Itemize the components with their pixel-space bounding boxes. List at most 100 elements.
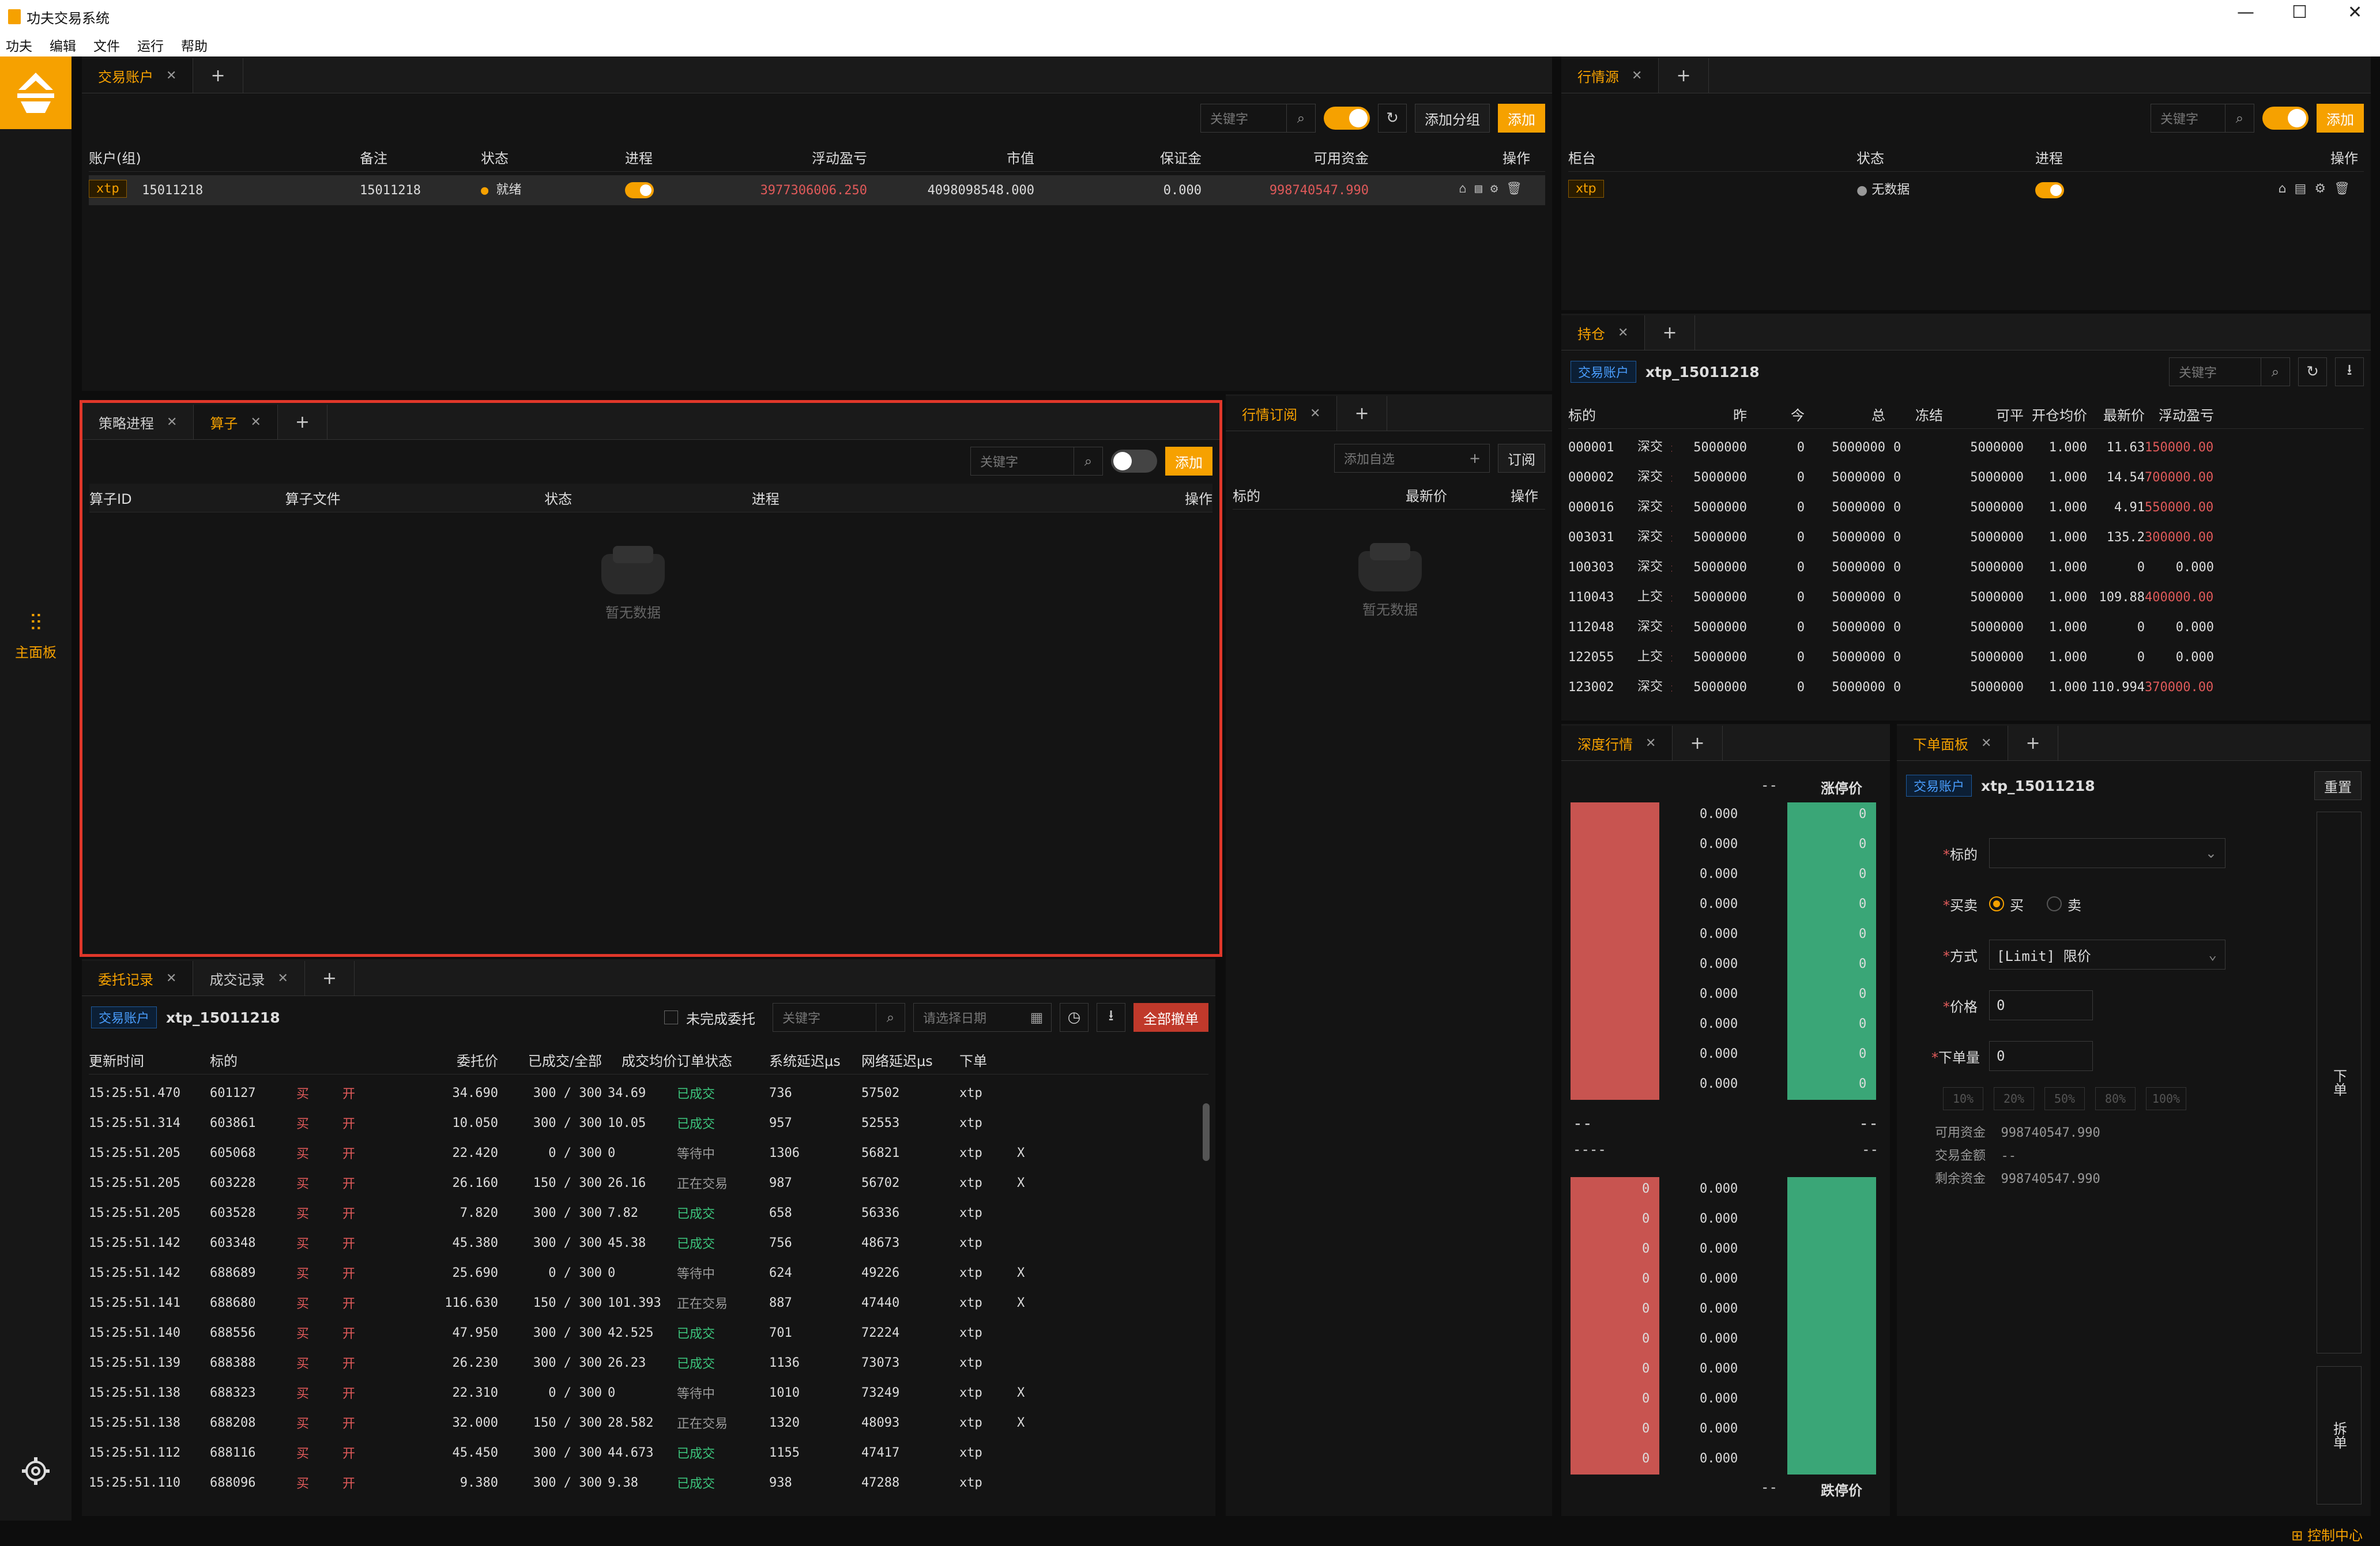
close-tab-icon[interactable]: ✕ — [166, 68, 177, 83]
tab-trades[interactable]: 成交记录 ✕ — [193, 961, 305, 996]
search-icon[interactable]: ⌕ — [1286, 104, 1315, 132]
cancel-order-icon[interactable]: X — [1017, 1415, 1025, 1430]
settings-icon[interactable]: ⚙ — [2314, 181, 2334, 196]
gear-icon[interactable] — [21, 1456, 51, 1486]
column-header[interactable]: 浮动盈亏 — [2159, 408, 2214, 424]
close-tab-icon[interactable]: ✕ — [1310, 406, 1321, 421]
tab-orders[interactable]: 委托记录 ✕ — [82, 961, 194, 996]
tab-md-subscription[interactable]: 行情订阅 ✕ — [1226, 396, 1338, 431]
percent-button[interactable]: 20% — [1994, 1087, 2034, 1110]
maximize-icon[interactable]: ☐ — [2292, 2, 2307, 22]
search-icon[interactable]: ⌕ — [2261, 358, 2289, 386]
percent-button[interactable]: 80% — [2095, 1087, 2136, 1110]
bank-icon[interactable]: ⌂ — [2278, 181, 2295, 196]
reset-button[interactable]: 重置 — [2314, 771, 2362, 800]
menu-run[interactable]: 运行 — [137, 39, 164, 54]
add-account-button[interactable]: 添加 — [1498, 104, 1545, 133]
search-icon[interactable]: ⌕ — [876, 1004, 905, 1031]
search-input[interactable]: 关键字 ⌕ — [970, 447, 1103, 476]
column-header[interactable]: 可平 — [1996, 408, 2024, 424]
table-row[interactable]: 15:25:51.140 688556 买开 47.950 300 / 300 42.52… — [89, 1325, 982, 1342]
search-input[interactable]: 关键字 ⌕ — [773, 1003, 905, 1032]
tab-md-source[interactable]: 行情源 ✕ — [1561, 58, 1659, 93]
place-order-button[interactable]: 下单 — [2317, 812, 2362, 1353]
scrollbar[interactable] — [1203, 1103, 1210, 1161]
cancel-order-icon[interactable]: X — [1017, 1385, 1025, 1400]
price-type-select[interactable]: [Limit] 限价 ⌄ — [1989, 940, 2225, 970]
refresh-icon[interactable]: ↻ — [2298, 357, 2327, 386]
column-header[interactable]: 已成交/全部 — [528, 1053, 602, 1069]
close-tab-icon[interactable]: ✕ — [1645, 736, 1656, 751]
close-tab-icon[interactable]: ✕ — [250, 414, 261, 429]
tab-positions[interactable]: 持仓 ✕ — [1561, 315, 1645, 350]
close-tab-icon[interactable]: ✕ — [277, 971, 288, 986]
table-row[interactable]: 15:25:51.142 603348 买开 45.380 300 / 300 45.38… — [89, 1235, 982, 1252]
sidebar-item-main-board[interactable]: ⫶⫶ 主面板 — [0, 610, 71, 661]
add-tab-button[interactable]: + — [305, 961, 355, 996]
column-header[interactable]: 更新时间 — [89, 1053, 144, 1069]
table-row[interactable]: 15:25:51.110 688096 买开 9.380 300 / 300 9.38 已成… — [89, 1475, 982, 1492]
table-row[interactable]: 15:25:51.138 688208 买开 32.000 150 / 300 28.58… — [89, 1408, 1208, 1438]
cancel-order-icon[interactable]: X — [1017, 1145, 1025, 1160]
download-icon[interactable]: ⭳ — [2335, 357, 2364, 386]
download-icon[interactable]: ⭳ — [1097, 1003, 1125, 1032]
trash-icon[interactable]: 🗑 — [1506, 181, 1530, 196]
menu-edit[interactable]: 编辑 — [50, 39, 76, 54]
column-header[interactable]: 委托价 — [457, 1053, 498, 1069]
toggle-all-switch[interactable] — [1111, 450, 1157, 473]
document-icon[interactable]: ▤ — [1474, 181, 1490, 196]
volume-input[interactable]: 0 — [1989, 1041, 2093, 1071]
add-group-button[interactable]: 添加分组 — [1415, 104, 1490, 133]
percent-button[interactable]: 100% — [2146, 1087, 2186, 1110]
control-center-link[interactable]: ⊞ 控制中心 — [2291, 1528, 2363, 1544]
table-row[interactable]: 15:25:51.470 601127 买开 34.690 300 / 300 34.69… — [89, 1085, 982, 1102]
price-input[interactable]: 0 — [1989, 990, 2093, 1020]
column-header[interactable]: 今 — [1791, 408, 1805, 424]
tab-strategy-process[interactable]: 策略进程 ✕ — [82, 405, 194, 439]
trash-icon[interactable]: 🗑 — [2334, 181, 2358, 196]
search-input[interactable]: 关键字 ⌕ — [2169, 357, 2290, 386]
table-row[interactable]: xtp 15011218 15011218 ● 就绪 3977306006.25… — [89, 175, 1545, 205]
unfinished-checkbox[interactable] — [664, 1010, 678, 1024]
column-header[interactable]: 标的 — [210, 1053, 238, 1069]
refresh-icon[interactable]: ↻ — [1378, 104, 1407, 133]
close-tab-icon[interactable]: ✕ — [1618, 325, 1629, 340]
close-tab-icon[interactable]: ✕ — [1632, 68, 1643, 83]
table-row[interactable]: 15:25:51.141 688680 买开 116.630 150 / 300 101.… — [89, 1288, 1208, 1318]
tab-order-entry[interactable]: 下单面板 ✕ — [1897, 726, 2009, 760]
column-header[interactable]: 开仓均价 — [2032, 408, 2087, 424]
table-row[interactable]: 15:25:51.142 688689 买开 25.690 0 / 300 0 等待中 624… — [89, 1258, 1208, 1288]
process-switch[interactable] — [2035, 182, 2064, 198]
cancel-order-icon[interactable]: X — [1017, 1175, 1025, 1190]
add-tab-button[interactable]: + — [193, 58, 243, 93]
table-row[interactable]: 15:25:51.205 603528 买开 7.820 300 / 300 7.82 已成… — [89, 1205, 982, 1222]
symbol-select[interactable]: ⌄ — [1989, 838, 2225, 868]
add-tab-button[interactable]: + — [2008, 726, 2058, 760]
cancel-order-icon[interactable]: X — [1017, 1265, 1025, 1280]
table-row[interactable]: 15:25:51.205 603228 买开 26.160 150 / 300 26.16… — [89, 1168, 1208, 1198]
sell-radio[interactable] — [2047, 896, 2062, 911]
toggle-all-switch[interactable] — [1324, 107, 1370, 130]
plus-icon[interactable]: + — [1468, 450, 1481, 466]
column-header[interactable]: 成交均价 — [622, 1053, 677, 1069]
percent-button[interactable]: 10% — [1943, 1087, 1983, 1110]
column-header[interactable]: 冻结 — [1915, 408, 1943, 424]
menu-kungfu[interactable]: 功夫 — [6, 39, 32, 54]
search-icon[interactable]: ⌕ — [2225, 104, 2254, 132]
bank-icon[interactable]: ⌂ — [1459, 181, 1475, 196]
tab-operator[interactable]: 算子 ✕ — [194, 405, 278, 439]
close-tab-icon[interactable]: ✕ — [1981, 736, 1992, 751]
table-row[interactable]: 15:25:51.138 688323 买开 22.310 0 / 300 0 等待中 101… — [89, 1378, 1208, 1408]
tab-trading-accounts[interactable]: 交易账户 ✕ — [82, 58, 194, 93]
calendar-icon[interactable]: ▦ — [1030, 1009, 1044, 1025]
add-tab-button[interactable]: + — [1673, 726, 1723, 760]
column-header[interactable]: 最新价 — [2103, 408, 2145, 424]
minimize-icon[interactable]: — — [2237, 2, 2254, 22]
